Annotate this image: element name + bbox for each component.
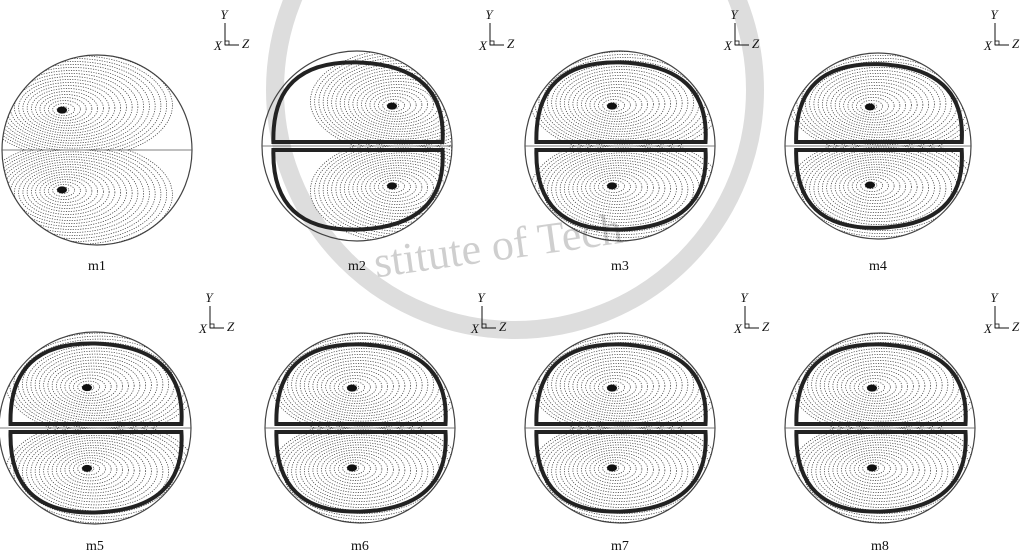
axis-x <box>995 41 999 45</box>
panel-label: m7 <box>611 539 629 554</box>
figure: stitute of Tech m1m2m3m4m5m6m7m8YXZYXZYX… <box>0 0 1035 557</box>
axis-label-z: Z <box>1012 319 1020 334</box>
panel-label: m5 <box>86 539 104 554</box>
axis-indicator: Y X Z <box>983 7 1020 53</box>
vortex <box>5 330 197 436</box>
axis-label-z: Z <box>242 36 250 51</box>
axis-label-x: X <box>198 321 208 336</box>
streamline-panel: m7 <box>525 331 722 555</box>
axis-label-x: X <box>733 321 743 336</box>
axis-label-y: Y <box>220 7 229 22</box>
axis-label-x: X <box>983 38 993 53</box>
watermark: stitute of Tech <box>275 0 755 330</box>
axis-label-z: Z <box>1012 36 1020 51</box>
axis-label-z: Z <box>762 319 770 334</box>
axis-label-z: Z <box>507 36 515 51</box>
axis-label-z: Z <box>752 36 760 51</box>
axis-label-y: Y <box>477 290 486 305</box>
axis-label-y: Y <box>740 290 749 305</box>
streamline-panel: m1 <box>0 53 192 275</box>
axis-indicator: Y X Z <box>478 7 515 53</box>
panel-label: m3 <box>611 259 629 274</box>
axis-x <box>225 41 229 45</box>
vortex <box>530 420 722 526</box>
axis-x <box>995 324 999 328</box>
panel-label: m1 <box>88 259 106 274</box>
vortex <box>790 420 982 526</box>
axis-label-z: Z <box>227 319 235 334</box>
axis-label-x: X <box>213 38 223 53</box>
vortex <box>788 137 980 243</box>
streamline-panel: m8 <box>785 331 982 555</box>
axis-x <box>490 41 494 45</box>
axis-label-y: Y <box>990 7 999 22</box>
axis-indicator: Y X Z <box>213 7 250 53</box>
streamline-panel: m4 <box>785 49 980 274</box>
axis-label-x: X <box>478 38 488 53</box>
vortex <box>530 331 722 437</box>
streamline-panel: m6 <box>265 331 462 555</box>
axis-label-y: Y <box>205 290 214 305</box>
axis-label-y: Y <box>485 7 494 22</box>
axis-indicator: Y X Z <box>983 290 1020 336</box>
vortex <box>5 420 197 526</box>
panel-label: m4 <box>869 259 887 274</box>
vortex <box>790 331 982 437</box>
axis-label-x: X <box>723 38 733 53</box>
panel-label: m8 <box>871 539 889 554</box>
axis-label-z: Z <box>499 319 507 334</box>
axis-indicator: Y X Z <box>733 290 770 336</box>
axis-x <box>745 324 749 328</box>
axis-x <box>210 324 214 328</box>
axis-label-x: X <box>983 321 993 336</box>
axis-x <box>735 41 739 45</box>
vortex <box>270 331 462 437</box>
vortex <box>788 49 980 155</box>
vortex <box>270 420 462 526</box>
axis-label-x: X <box>470 321 480 336</box>
axis-label-y: Y <box>990 290 999 305</box>
panel-label: m2 <box>348 259 366 274</box>
panel-label: m6 <box>351 539 369 554</box>
streamline-panel: m5 <box>0 330 197 554</box>
watermark-ring <box>275 0 755 330</box>
vortex <box>530 49 722 155</box>
axis-indicator: Y X Z <box>198 290 235 336</box>
